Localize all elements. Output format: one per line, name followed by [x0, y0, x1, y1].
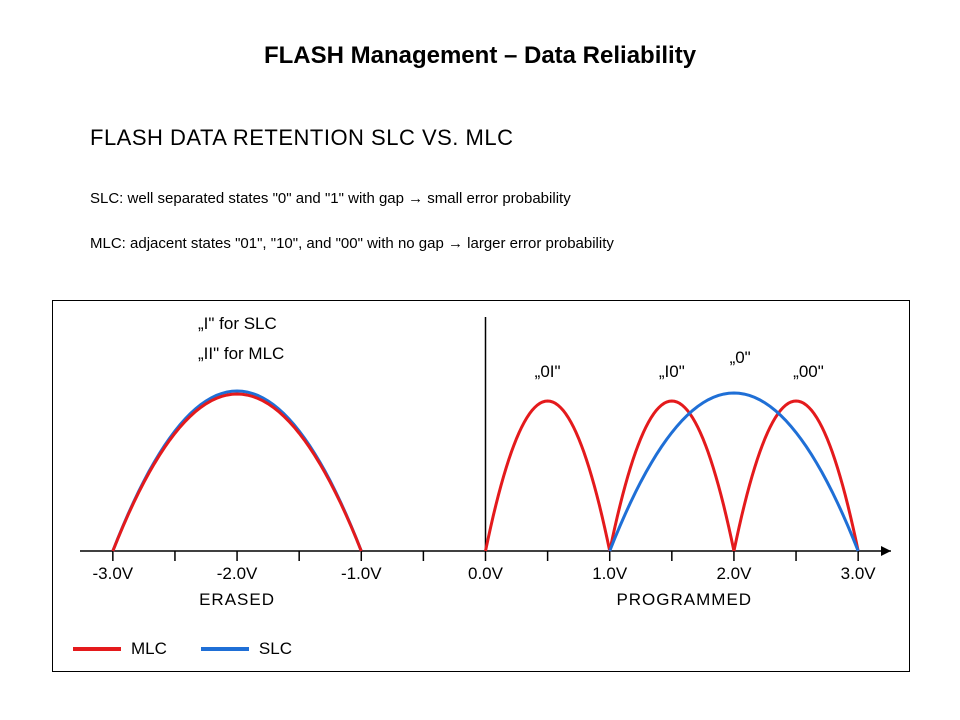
x-tick-label: -3.0V — [93, 564, 134, 583]
chart-container: -3.0V -2.0V -1.0V 0.0V 1.0V 2.0V 3.0V „0I" „I0" „… — [52, 300, 910, 672]
x-tick-label: 1.0V — [592, 564, 628, 583]
curve-mlc_10 — [610, 401, 734, 551]
erased-annotation: „I" for SLC — [198, 314, 277, 333]
erased-annotation: „II" for MLC — [198, 344, 284, 363]
curve-slc_0 — [610, 393, 858, 551]
x-axis-arrow — [881, 546, 891, 556]
legend: MLC SLC — [73, 639, 316, 659]
x-tick-label: 0.0V — [468, 564, 504, 583]
curve-mlc_erased — [113, 394, 361, 551]
legend-label: SLC — [259, 639, 292, 659]
legend-swatch — [73, 647, 121, 651]
legend-label: MLC — [131, 639, 167, 659]
curve-mlc_00 — [734, 401, 858, 551]
subtitle: FLASH DATA RETENTION SLC VS. MLC — [90, 125, 513, 151]
region-label: ERASED — [199, 590, 275, 609]
distribution-chart: -3.0V -2.0V -1.0V 0.0V 1.0V 2.0V 3.0V „0I" „I0" „… — [53, 301, 909, 671]
legend-swatch — [201, 647, 249, 651]
state-label: „0I" — [535, 362, 561, 381]
description-mlc: MLC: adjacent states "01", "10", and "00… — [90, 235, 614, 252]
region-label: PROGRAMMED — [616, 590, 752, 609]
x-tick-label: 2.0V — [716, 564, 752, 583]
x-tick-label: -1.0V — [341, 564, 382, 583]
state-label: „0" — [730, 348, 751, 367]
x-tick-label: -2.0V — [217, 564, 258, 583]
description-slc: SLC: well separated states "0" and "1" w… — [90, 190, 571, 207]
x-tick-label: 3.0V — [841, 564, 877, 583]
curve-mlc_01 — [486, 401, 610, 551]
state-label: „00" — [793, 362, 824, 381]
page-title: FLASH Management – Data Reliability — [0, 42, 960, 70]
state-label: „I0" — [659, 362, 685, 381]
